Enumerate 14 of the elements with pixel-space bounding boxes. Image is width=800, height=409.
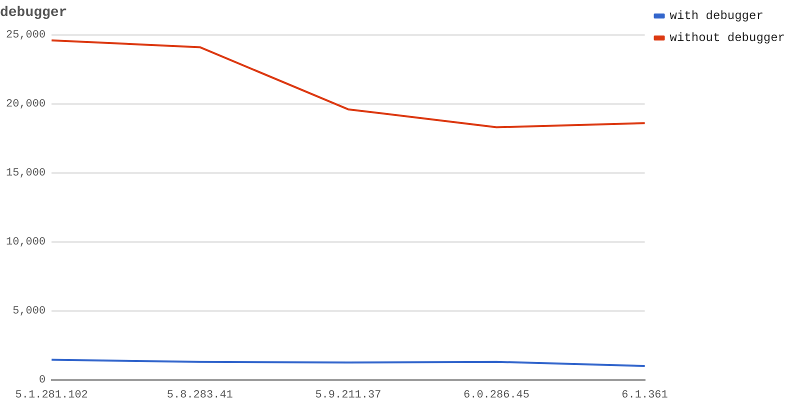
y-tick-label: 15,000 [6, 168, 46, 180]
y-tick-label: 10,000 [6, 236, 46, 249]
x-tick-label: 5.8.283.41 [166, 389, 234, 402]
chart-title: debugger [0, 4, 68, 21]
y-tick-label: 5,000 [12, 306, 46, 318]
y-tick-label: 0 [38, 374, 46, 387]
x-tick-label: 6.0.286.45 [463, 389, 530, 402]
legend-label: with debugger [670, 9, 764, 24]
x-tick-label: 5.9.211.37 [315, 389, 382, 402]
x-tick-label: 6.1.361 [622, 389, 668, 402]
y-tick-label: 20,000 [6, 98, 46, 111]
y-tick-label: 25,000 [6, 30, 46, 42]
legend-label: without debugger [670, 31, 785, 46]
x-tick-label: 5.1.281.102 [15, 389, 88, 402]
